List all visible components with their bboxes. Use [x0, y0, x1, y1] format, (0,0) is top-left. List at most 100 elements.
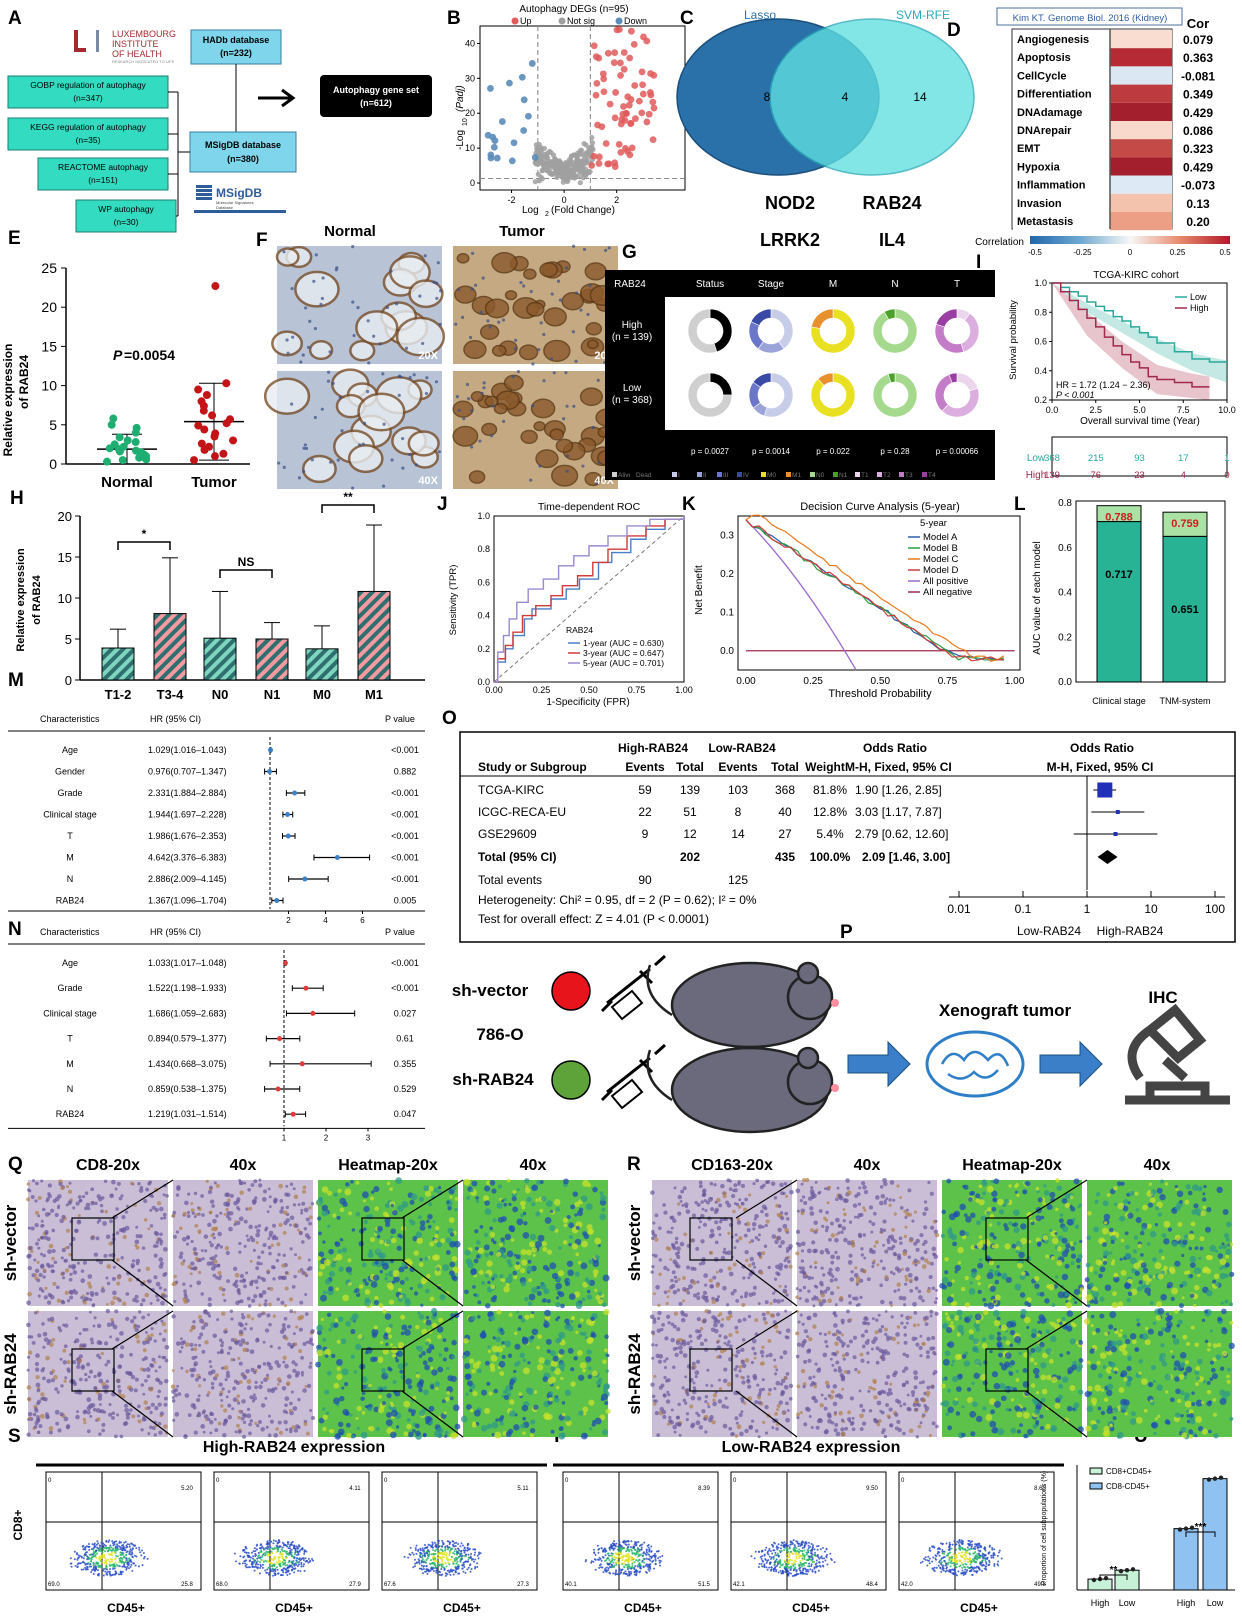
cell-nucleus — [769, 1302, 773, 1305]
heatmap-spot — [603, 1308, 610, 1316]
heatmap-spot — [448, 1217, 455, 1224]
significance-bracket — [321, 504, 375, 513]
cell-nucleus — [682, 1276, 686, 1280]
heatmap-spot — [551, 1272, 559, 1280]
heatmap-spot — [432, 1310, 436, 1315]
cell-nucleus — [274, 1360, 280, 1365]
heatmap-spot — [418, 1381, 424, 1386]
cell-nucleus — [209, 1365, 213, 1369]
cell-nucleus — [143, 1199, 148, 1204]
y-tick-label: 25 — [41, 260, 57, 276]
volcano-point — [622, 144, 629, 152]
cell-nucleus — [730, 1291, 735, 1296]
cell-nucleus — [252, 1393, 256, 1397]
cell-nucleus — [137, 1182, 141, 1186]
cell-nucleus — [747, 1384, 752, 1389]
row-label: RAB24 — [56, 1109, 85, 1119]
heatmap-spot — [486, 1423, 492, 1430]
cell-nucleus — [654, 1213, 659, 1218]
msigdb-logo-stripe — [196, 185, 212, 188]
nucleus — [326, 379, 331, 383]
heatmap-spot — [532, 1253, 536, 1257]
nucleus — [437, 450, 441, 454]
nucleus — [328, 350, 332, 354]
volcano-point — [630, 40, 638, 48]
heatmap-spot — [464, 1363, 471, 1370]
cell-nucleus — [175, 1341, 181, 1346]
cell-nucleus — [698, 1184, 703, 1189]
heatmap-spot — [386, 1181, 391, 1186]
cell-nucleus — [83, 1296, 88, 1301]
cell-nucleus — [93, 1316, 97, 1320]
tissue-cell — [585, 322, 603, 336]
nucleus — [479, 310, 483, 314]
heatmap-spot — [536, 1291, 542, 1296]
column-label: 40x — [230, 1157, 257, 1174]
p-value: <0.001 — [391, 745, 419, 755]
cell-nucleus — [284, 1286, 289, 1291]
heatmap-spot — [514, 1362, 520, 1368]
cell-nucleus — [291, 1360, 296, 1365]
cell-nucleus — [798, 1266, 802, 1270]
cell-nucleus — [860, 1247, 864, 1251]
heatmap-spot — [587, 1228, 594, 1235]
heatmap-spot — [1099, 1266, 1106, 1273]
heatmap-spot — [1189, 1255, 1197, 1263]
cell-nucleus — [845, 1178, 850, 1183]
volcano-point — [547, 159, 553, 165]
cell-nucleus — [811, 1240, 816, 1245]
cell-nucleus — [754, 1400, 759, 1405]
cell-nucleus — [249, 1259, 253, 1263]
heatmap-spot — [597, 1244, 601, 1248]
cell-nucleus — [857, 1202, 862, 1206]
nucleus — [314, 253, 318, 257]
heatmap-spot — [1194, 1294, 1198, 1299]
cell-nucleus — [66, 1360, 71, 1365]
y-tick-label: 0 — [470, 178, 475, 188]
donut-slice — [763, 372, 794, 418]
heatmap-spot — [606, 1353, 610, 1358]
cell-nucleus — [250, 1183, 255, 1187]
tissue-cell — [518, 344, 539, 361]
volcano-point — [620, 103, 627, 110]
cell-nucleus — [876, 1263, 880, 1267]
cell-nucleus — [115, 1207, 119, 1211]
legend-swatch — [855, 472, 860, 477]
cell-nucleus — [35, 1241, 39, 1246]
heatmap-spot — [499, 1421, 504, 1426]
heatmap-spot — [529, 1433, 534, 1438]
heatmap-spot — [964, 1302, 971, 1308]
x-axis-label-end: (Fold Change) — [551, 205, 615, 216]
heatmap-spot — [389, 1343, 393, 1347]
volcano-point — [589, 134, 595, 141]
heatmap-spot — [602, 1274, 610, 1282]
tissue-cell — [481, 422, 498, 437]
cell-nucleus — [238, 1329, 244, 1335]
volcano-point — [588, 162, 596, 169]
row-label: sh-vector — [625, 1204, 644, 1281]
cell-nucleus — [27, 1188, 31, 1192]
cell-nucleus — [714, 1200, 718, 1204]
volcano-point — [583, 171, 589, 177]
cell-nucleus — [102, 1385, 107, 1390]
cell-nucleus — [179, 1337, 183, 1341]
cell-nucleus — [182, 1259, 186, 1263]
nucleus — [596, 378, 600, 383]
heatmap-spot — [528, 1241, 535, 1248]
heatmap-spot — [580, 1262, 588, 1270]
cell-nucleus — [52, 1281, 57, 1286]
cell-nucleus — [153, 1253, 158, 1258]
cell-nucleus — [59, 1218, 64, 1224]
heatmap-spot — [1078, 1294, 1082, 1298]
cell-nucleus — [84, 1206, 88, 1211]
cell-nucleus — [51, 1256, 55, 1261]
heatmap-spot — [1014, 1283, 1022, 1291]
cell-nucleus — [289, 1309, 294, 1314]
heatmap-spot — [1167, 1281, 1174, 1288]
heatmap-spot — [355, 1211, 361, 1217]
heatmap-spot — [403, 1431, 409, 1437]
cell-nucleus — [121, 1215, 126, 1220]
heatmap-spot — [1220, 1301, 1224, 1305]
venn-left-label: Lasso — [744, 8, 776, 22]
cell-nucleus — [39, 1252, 43, 1256]
